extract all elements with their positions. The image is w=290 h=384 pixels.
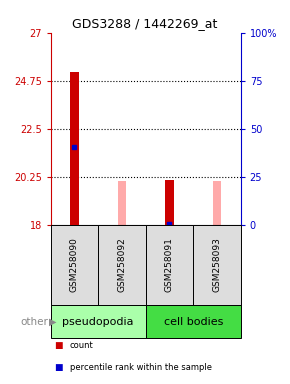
Bar [98, 225, 146, 305]
Text: GSM258092: GSM258092 [117, 238, 126, 292]
Bar [146, 305, 241, 338]
Text: percentile rank within the sample: percentile rank within the sample [70, 363, 212, 372]
Bar [118, 181, 126, 225]
Bar [51, 225, 98, 305]
Bar [51, 305, 146, 338]
Bar [70, 72, 79, 225]
Text: GSM258090: GSM258090 [70, 238, 79, 292]
Text: GSM258093: GSM258093 [213, 238, 222, 292]
Text: GSM258091: GSM258091 [165, 238, 174, 292]
Text: ■: ■ [54, 363, 62, 372]
Text: pseudopodia: pseudopodia [62, 316, 134, 327]
Text: ▶: ▶ [49, 316, 57, 327]
Text: GDS3288 / 1442269_at: GDS3288 / 1442269_at [72, 17, 218, 30]
Text: ■: ■ [54, 341, 62, 350]
Text: cell bodies: cell bodies [164, 316, 223, 327]
Bar [146, 225, 193, 305]
Bar [193, 225, 241, 305]
Text: other: other [20, 316, 48, 327]
Bar [165, 180, 174, 225]
Text: count: count [70, 341, 93, 350]
Bar [213, 181, 221, 225]
